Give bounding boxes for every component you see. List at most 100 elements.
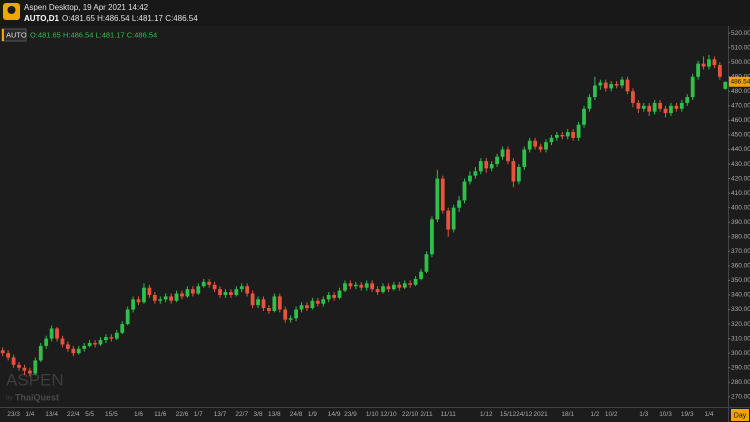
candle-body xyxy=(522,149,527,167)
x-tick-label: 1/9 xyxy=(308,411,317,418)
candle-body xyxy=(506,149,510,162)
y-tick-label: 480.00 xyxy=(731,88,750,95)
candle-body xyxy=(136,299,141,303)
y-tick-label: 410.00 xyxy=(731,190,750,197)
candle-body xyxy=(609,84,614,89)
candle-body xyxy=(386,286,391,290)
watermark-brand: ThaiQuest xyxy=(15,392,59,402)
x-tick-label: 24/8 xyxy=(290,411,303,418)
x-tick-label: 10/3 xyxy=(659,411,672,418)
candle-body xyxy=(457,200,461,208)
x-tick-label: 11/11 xyxy=(441,411,457,418)
x-tick-label: 2021 xyxy=(533,411,548,418)
candle-body xyxy=(218,289,222,295)
candle-body xyxy=(370,283,375,290)
candle-body xyxy=(305,305,309,309)
candle-body xyxy=(696,63,701,77)
candle-body xyxy=(402,283,407,288)
candle-body xyxy=(544,142,548,150)
y-tick-label: 440.00 xyxy=(731,146,750,153)
candle-body xyxy=(620,79,624,86)
candle-body xyxy=(55,328,59,339)
candle-body xyxy=(185,289,190,297)
timeframe-button[interactable] xyxy=(731,409,749,421)
candle-body xyxy=(690,76,695,98)
y-tick-label: 510.00 xyxy=(731,44,750,51)
timeframe-label: Day xyxy=(734,412,747,419)
candle-body xyxy=(408,283,413,285)
candle-body xyxy=(49,328,54,339)
watermark-name: ASPEN xyxy=(6,370,64,389)
x-tick-label: 1/6 xyxy=(134,411,143,418)
candle-body xyxy=(234,289,239,295)
candle-body xyxy=(93,342,97,345)
symbol: AUTO,D1 xyxy=(24,14,60,23)
candle-body xyxy=(294,309,298,319)
candle-body xyxy=(440,178,445,211)
candle-body xyxy=(109,337,114,339)
candle-body xyxy=(212,284,217,290)
candle-body xyxy=(104,337,108,341)
candle-body xyxy=(343,283,347,291)
candle-body xyxy=(495,156,500,165)
candle-body xyxy=(71,348,76,354)
y-tick-label: 390.00 xyxy=(731,219,750,226)
candle-body xyxy=(114,332,119,339)
candle-body xyxy=(451,207,456,230)
candle-body xyxy=(446,210,451,230)
x-tick-label: 12/10 xyxy=(380,411,397,418)
candle-body xyxy=(381,286,385,293)
y-tick-label: 350.00 xyxy=(731,277,750,284)
x-tick-label: 10/2 xyxy=(605,411,618,418)
candle-body xyxy=(256,299,260,306)
candle-body xyxy=(424,254,429,272)
candle-body xyxy=(38,345,43,361)
candle-body xyxy=(142,287,146,303)
y-tick-label: 500.00 xyxy=(731,59,750,66)
candle-body xyxy=(419,271,423,279)
candle-body xyxy=(582,108,586,125)
candle-body xyxy=(239,286,244,290)
x-tick-label: 18/1 xyxy=(561,411,574,418)
candle-body xyxy=(587,97,592,109)
candle-body xyxy=(658,102,662,109)
candle-body xyxy=(190,289,195,294)
y-tick-label: 430.00 xyxy=(731,161,750,168)
x-tick-label: 23/9 xyxy=(344,411,357,418)
ohlc-label: O:481.65 H:486.54 L:481.17 C:486.54 xyxy=(30,30,157,39)
x-tick-label: 1/4 xyxy=(25,411,34,418)
x-tick-label: 13/8 xyxy=(268,411,281,418)
x-tick-label: 22/10 xyxy=(402,411,419,418)
candle-body xyxy=(66,344,70,349)
candle-body xyxy=(717,65,722,77)
x-tick-label: 1/2 xyxy=(590,411,599,418)
candle-body xyxy=(391,284,396,290)
candle-body xyxy=(538,146,543,150)
last-price-box xyxy=(729,76,750,87)
candle-body xyxy=(478,161,483,172)
x-tick-label: 1/7 xyxy=(194,411,203,418)
y-tick-label: 340.00 xyxy=(731,292,750,299)
candle-body xyxy=(125,309,130,325)
candle-body xyxy=(364,283,369,288)
candle-body xyxy=(652,102,657,112)
x-tick-label: 22/4 xyxy=(67,411,80,418)
candle-body xyxy=(228,292,233,295)
candle-body xyxy=(462,181,467,201)
candle-body xyxy=(598,82,603,86)
header-bar xyxy=(0,0,750,26)
candle-body xyxy=(201,281,206,287)
candle-body xyxy=(625,79,630,92)
candle-body xyxy=(669,105,673,114)
candle-body xyxy=(707,59,711,67)
y-tick-label: 310.00 xyxy=(731,335,750,342)
window-title: Aspen Desktop, 19 Apr 2021 14:42 xyxy=(24,3,149,12)
candle-body xyxy=(549,137,554,143)
symbol-label: AUTO xyxy=(6,30,27,39)
candle-body xyxy=(641,105,646,109)
y-tick-label: 520.00 xyxy=(731,30,750,37)
y-tick-label: 330.00 xyxy=(731,306,750,313)
x-tick-label: 22/7 xyxy=(235,411,248,418)
